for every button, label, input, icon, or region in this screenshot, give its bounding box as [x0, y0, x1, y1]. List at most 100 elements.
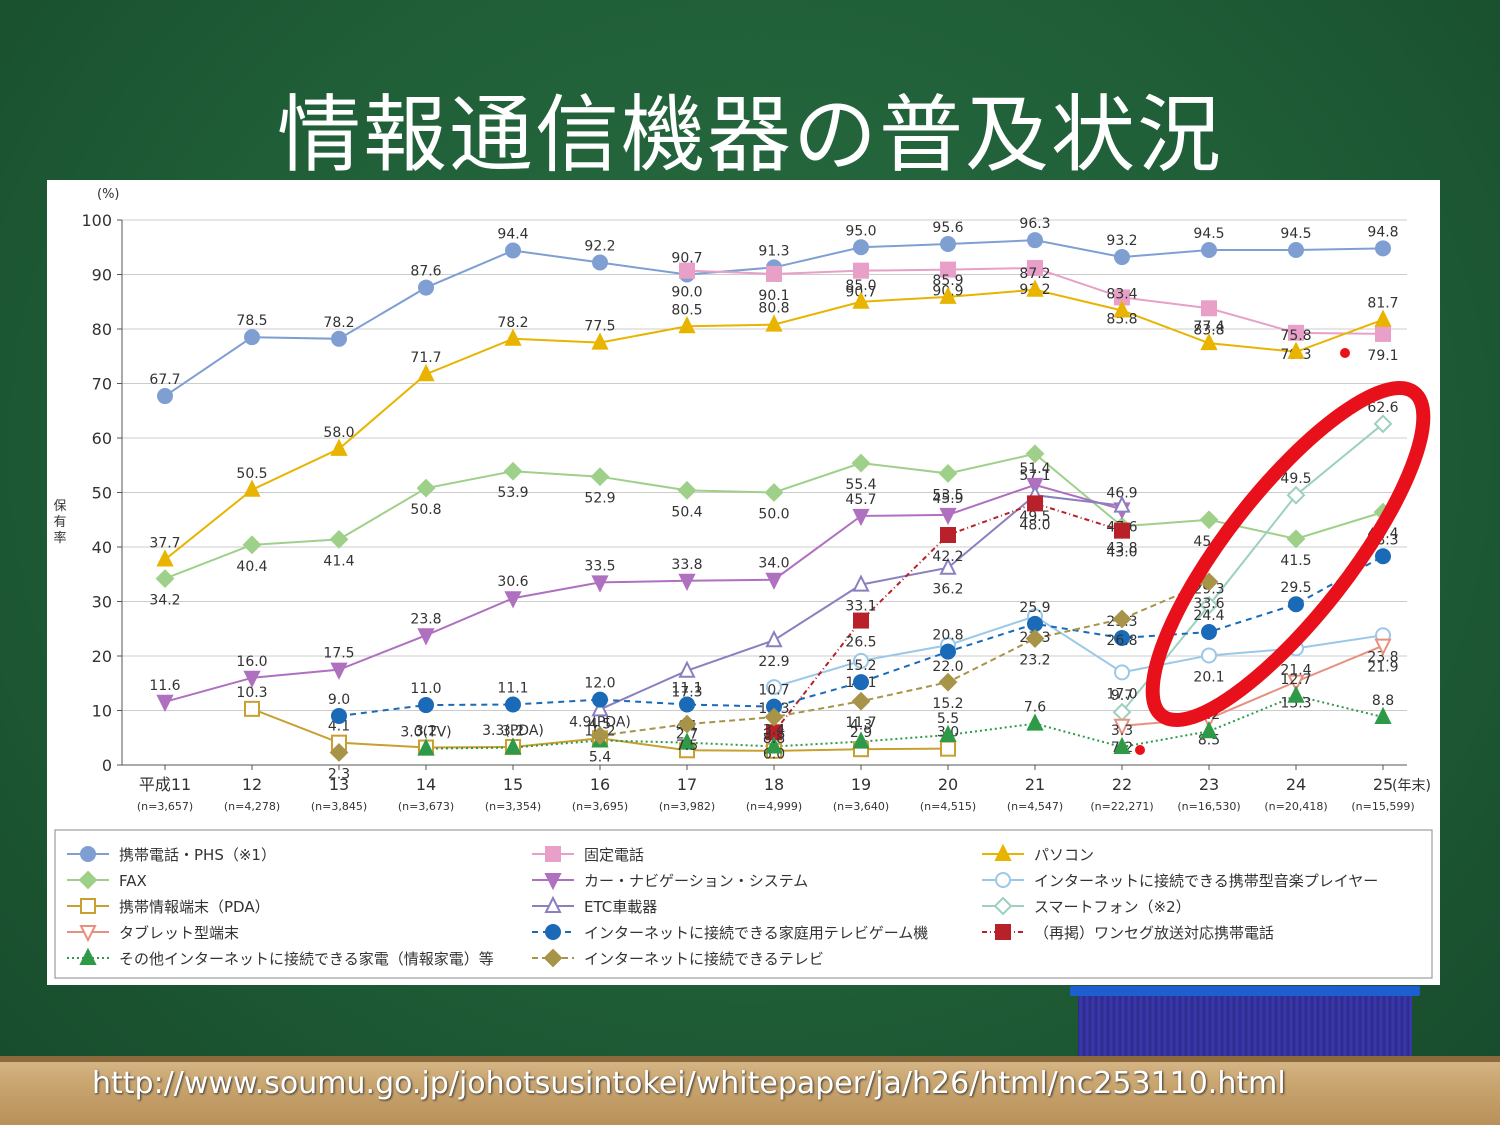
- series-point-10: [1201, 624, 1217, 641]
- series-point-2: [1200, 332, 1218, 351]
- eraser-felt: [1078, 996, 1412, 1056]
- series-point-11: [940, 527, 956, 544]
- series-point-0: [1375, 240, 1391, 257]
- series-point-1: [853, 262, 869, 279]
- series-point-7: [678, 660, 696, 678]
- series-point-10: [1027, 615, 1043, 632]
- series-point-3: [155, 569, 175, 589]
- data-label: 34.0: [758, 556, 789, 572]
- legend-marker: [78, 870, 98, 890]
- x-tick-label: 15: [503, 775, 523, 794]
- series-point-0: [244, 329, 260, 346]
- data-label: 11.6: [149, 678, 180, 694]
- chart-panel: 0 10 20 30 40 50 60 70 80 90 100 (%) 保有率平成11 (n=3,657…: [47, 180, 1440, 985]
- data-label: 49.5: [1280, 471, 1311, 487]
- legend-marker: [79, 925, 97, 943]
- data-label: 94.4: [497, 227, 528, 243]
- series-point-0: [1288, 241, 1304, 258]
- series-point-4: [678, 573, 696, 592]
- series-point-2: [939, 286, 957, 304]
- legend-label: 携帯情報端末（PDA）: [119, 898, 270, 916]
- page-title: 情報通信機器の普及状況: [276, 86, 1223, 184]
- series-point-6: [940, 740, 956, 757]
- data-label: 50.0: [758, 507, 789, 523]
- data-label: 45.9: [932, 491, 963, 507]
- y-tick-label: 60: [92, 429, 112, 448]
- x-tick-label: 25: [1373, 775, 1393, 794]
- x-unit-label: (年末): [1392, 778, 1431, 794]
- eraser: [1070, 986, 1420, 1056]
- legend-label: その他インターネットに接続できる家電（情報家電）等: [119, 950, 494, 968]
- data-label: 94.5: [1280, 226, 1311, 242]
- data-label: 62.6: [1367, 400, 1398, 416]
- series-point-12: [417, 738, 435, 756]
- x-n-label: (n=3,673): [398, 800, 454, 813]
- series-point-13: [851, 691, 871, 711]
- x-n-label: (n=16,530): [1177, 800, 1240, 813]
- x-n-label: (n=4,515): [920, 800, 976, 813]
- series-point-12: [678, 732, 696, 750]
- y-tick-label: 80: [92, 320, 112, 339]
- series-point-5: [1201, 647, 1217, 664]
- series-point-3: [764, 483, 784, 502]
- data-label: 11.7: [845, 715, 876, 731]
- legend-marker: [994, 843, 1012, 861]
- series-point-9: [1374, 638, 1392, 656]
- data-label: 3.4: [763, 722, 785, 738]
- data-label: 57.1: [1019, 468, 1050, 484]
- data-label: 95.6: [932, 220, 963, 236]
- data-label: 43.8: [1106, 540, 1137, 556]
- data-label: 96.3: [1019, 216, 1050, 232]
- data-label: 11.1: [497, 681, 528, 697]
- data-label: 49.5: [1019, 509, 1050, 525]
- legend-marker: [80, 898, 96, 914]
- data-label: 83.4: [1106, 286, 1137, 302]
- data-label: 36.2: [932, 582, 963, 598]
- y-tick-label: 20: [92, 647, 112, 666]
- series-point-2: [1374, 309, 1392, 327]
- data-label: 77.5: [584, 319, 615, 335]
- y-tick-label: 50: [92, 484, 112, 503]
- x-n-label: (n=3,845): [311, 800, 367, 813]
- legend-marker: [993, 896, 1013, 916]
- data-label: 92.2: [584, 239, 615, 255]
- legend-label: パソコン: [1034, 846, 1094, 864]
- data-label: 23.2: [1019, 653, 1050, 669]
- data-label: 7.5: [676, 738, 698, 754]
- series-point-4: [504, 591, 522, 609]
- source-url[interactable]: http://www.soumu.go.jp/johotsusintokei/w…: [92, 1066, 1286, 1101]
- data-label: 85.9: [932, 273, 963, 289]
- data-label: 81.7: [1367, 296, 1398, 312]
- x-n-label: (n=3,982): [659, 800, 715, 813]
- legend-marker: [545, 924, 561, 940]
- highlight-dot: [1340, 348, 1350, 358]
- data-label: 22.0: [932, 659, 963, 675]
- data-label: 4.9(PDA): [569, 714, 631, 730]
- data-label: 21.9: [1367, 660, 1398, 676]
- data-label: 53.9: [497, 485, 528, 501]
- highlight-ellipse: [1145, 381, 1431, 727]
- series-point-13: [329, 743, 349, 762]
- series-point-13: [938, 672, 958, 692]
- legend-label: カー・ナビゲーション・システム: [584, 872, 808, 890]
- data-label: 20.1: [1193, 669, 1224, 685]
- data-label: 26.5: [845, 635, 876, 651]
- data-label: 33.5: [584, 558, 615, 574]
- series-point-10: [679, 696, 695, 713]
- data-label: 33.1: [845, 599, 876, 615]
- legend-label: インターネットに接続できる携帯型音楽プレイヤー: [1034, 872, 1378, 890]
- series-point-7: [765, 629, 783, 648]
- data-label: 11.1: [671, 681, 702, 697]
- data-label: 75.8: [1280, 328, 1311, 344]
- data-label: 40.4: [236, 559, 267, 575]
- y-axis-label-char: 率: [53, 530, 66, 546]
- series-point-6: [244, 700, 260, 717]
- data-label: 17.5: [323, 646, 354, 662]
- series-point-4: [591, 575, 609, 593]
- x-n-label: (n=4,278): [224, 800, 280, 813]
- data-label: 3.3(PDA): [482, 723, 544, 739]
- legend-label: スマートフォン（※2）: [1034, 898, 1191, 916]
- series-point-2: [1113, 300, 1131, 318]
- legend-label: 固定電話: [584, 846, 644, 864]
- data-label: 23.8: [410, 611, 441, 627]
